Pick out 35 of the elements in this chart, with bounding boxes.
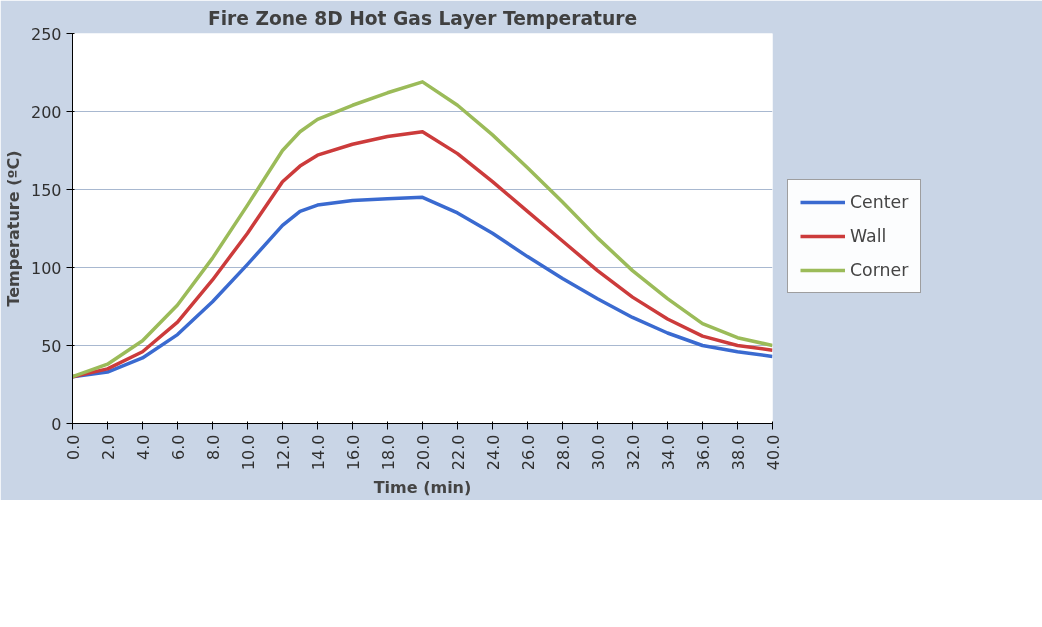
x-tick-label: 14.0: [308, 434, 328, 471]
x-tick-label: 12.0: [273, 434, 293, 471]
y-tick-label: 50: [41, 336, 62, 356]
x-tick-label: 8.0: [203, 434, 223, 460]
x-tick-label: 4.0: [133, 434, 153, 460]
y-tick-label: 200: [30, 102, 62, 122]
chart-title: Fire Zone 8D Hot Gas Layer Temperature: [207, 7, 638, 29]
x-tick-label: 26.0: [518, 434, 538, 471]
x-tick-label: 20.0: [413, 434, 433, 471]
x-axis-title: Time (min): [373, 478, 472, 498]
y-tick-label: 150: [30, 180, 62, 200]
x-tick-label: 32.0: [623, 434, 643, 471]
y-tick-label: 0: [51, 414, 62, 434]
x-tick-label: 2.0: [98, 434, 118, 460]
x-tick-label: 6.0: [168, 434, 188, 460]
x-tick-label: 34.0: [658, 434, 678, 471]
x-tick-label: 18.0: [378, 434, 398, 471]
y-tick-label: 250: [30, 24, 62, 44]
line-series: [72, 80, 773, 379]
line-series: [72, 130, 773, 379]
legend-label: Wall: [850, 226, 887, 246]
legend-label: Center: [850, 192, 909, 212]
x-tick-label: 40.0: [763, 434, 783, 471]
x-tick-label: 0.0: [63, 434, 83, 460]
x-tick-label: 30.0: [588, 434, 608, 471]
x-tick-label: 28.0: [553, 434, 573, 471]
x-tick-label: 22.0: [448, 434, 468, 471]
x-tick-label: 24.0: [483, 434, 503, 471]
x-tick-label: 36.0: [693, 434, 713, 471]
legend-label: Corner: [850, 260, 909, 280]
y-tick-label: 100: [30, 258, 62, 278]
x-tick-label: 10.0: [238, 434, 258, 471]
y-axis-title: Temperature (ºC): [3, 150, 23, 307]
x-tick-label: 38.0: [728, 434, 748, 471]
x-tick-label: 16.0: [343, 434, 363, 471]
